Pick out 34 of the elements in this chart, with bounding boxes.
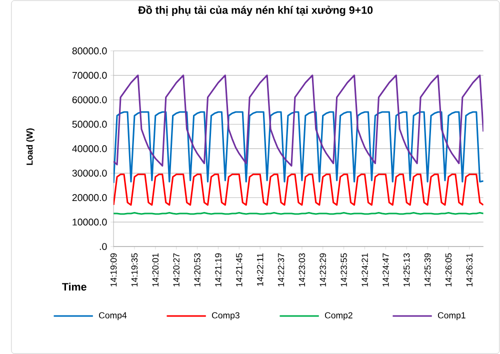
chart-title: Đồ thị phụ tải của máy nén khí tại xưởng 9+10 <box>138 5 373 16</box>
x-tick-label: 14:25:39 <box>424 253 431 286</box>
x-tick-label: 14:19:09 <box>110 253 117 286</box>
x-tick-label: 14:21:19 <box>215 253 222 286</box>
x-tick-label: 14:20:27 <box>173 253 180 286</box>
x-tick-label: 14:23:29 <box>320 253 326 286</box>
y-tick-label: .0 <box>100 243 107 250</box>
x-tick-label: 14:25:13 <box>404 253 410 286</box>
y-tick-label: 10000.0 <box>72 218 107 226</box>
legend-label: Comp2 <box>324 312 352 320</box>
legend-label: Comp4 <box>99 312 127 320</box>
x-tick-label: 14:23:55 <box>340 253 347 286</box>
legend-label: Comp3 <box>212 312 240 320</box>
x-tick-label: 14:20:53 <box>194 253 200 286</box>
y-tick-label: 30000.0 <box>72 170 107 177</box>
y-tick-label: 60000.0 <box>72 96 107 104</box>
y-tick-label: 20000.0 <box>72 194 107 201</box>
x-tick-label: 14:22:37 <box>278 253 284 286</box>
x-tick-label: 14:22:11 <box>257 253 264 286</box>
y-tick-label: 80000.0 <box>72 47 107 54</box>
x-tick-label: 14:24:21 <box>362 253 368 286</box>
x-tick-label: 14:23:03 <box>298 253 306 286</box>
y-tick-label: 50000.0 <box>72 120 107 128</box>
x-axis-title: Time <box>62 282 86 291</box>
y-tick-label: 70000.0 <box>72 72 107 79</box>
x-tick-label: 14:21:45 <box>236 253 242 286</box>
y-axis-title: Load (W) <box>26 128 34 165</box>
y-tick-label: 40000.0 <box>72 145 107 152</box>
x-tick-label: 14:24:47 <box>382 253 389 286</box>
legend-label: Comp1 <box>438 312 466 320</box>
x-tick-label: 14:26:05 <box>445 253 452 286</box>
x-tick-label: 14:19:35 <box>131 253 138 286</box>
x-tick-label: 14:26:31 <box>466 253 473 286</box>
x-tick-label: 14:20:01 <box>152 253 159 286</box>
